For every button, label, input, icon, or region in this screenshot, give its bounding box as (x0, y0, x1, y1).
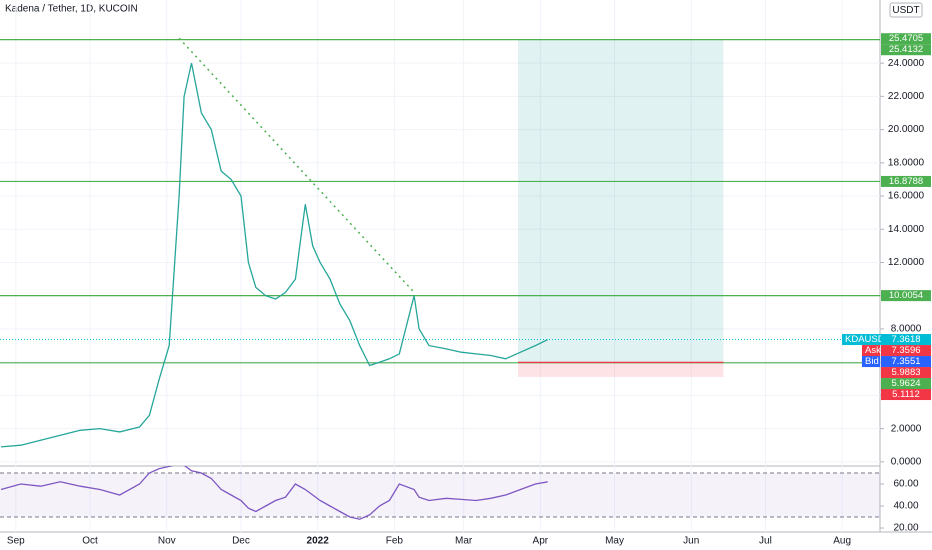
price-badge-label: 7.3618 (891, 334, 920, 345)
price-badge (881, 345, 931, 357)
price-badge-label: 5.1112 (892, 389, 920, 400)
x-tick-label: Aug (833, 536, 851, 547)
price-badge (881, 367, 931, 379)
rsi-tick-label: 20.00 (893, 523, 918, 534)
series-line (0, 62, 548, 448)
price-badge (881, 389, 931, 401)
badge-name-box (842, 334, 918, 346)
y-tick-label: 14.0000 (888, 224, 925, 235)
x-tick-label: Mar (455, 536, 473, 547)
y-tick-label: 18.0000 (888, 157, 925, 168)
x-tick-label: Jul (759, 536, 772, 547)
price-badge (881, 44, 931, 56)
y-tick-label: 12.0000 (888, 257, 925, 268)
rsi-tick-label: 40.00 (893, 501, 918, 512)
price-badge (881, 356, 931, 368)
series-line (0, 466, 548, 520)
price-badge-label: 5.9883 (891, 367, 920, 378)
price-badge (881, 378, 931, 390)
chart-title: Kadena / Tether, 1D, KUCOIN (5, 4, 138, 15)
x-tick-label: Sep (7, 536, 25, 547)
badge-name: KDAUSDT (845, 334, 891, 345)
x-tick-label: Dec (232, 536, 250, 547)
stop-zone (518, 362, 724, 377)
rsi-band (0, 473, 880, 518)
price-badge-label: 7.3551 (891, 356, 920, 367)
price-badge-label: 7.3596 (891, 345, 920, 356)
x-tick-label: 2022 (307, 536, 330, 547)
price-badge (881, 175, 931, 187)
currency-label[interactable]: USDT (892, 5, 919, 16)
badge-name: Bid (865, 356, 879, 367)
target-zone (518, 39, 724, 363)
price-badge (881, 33, 931, 45)
badge-name-box (862, 356, 880, 368)
price-badge-label: 5.9624 (891, 378, 920, 389)
y-tick-label: 20.0000 (888, 124, 925, 135)
price-badge-label: 25.4132 (889, 44, 923, 55)
x-tick-label: Oct (82, 536, 98, 547)
badge-name: Ask (865, 345, 881, 356)
x-tick-label: Nov (158, 536, 176, 547)
badge-name-box (862, 345, 880, 357)
x-tick-label: Jun (683, 536, 699, 547)
x-tick-label: May (605, 536, 624, 547)
y-tick-label: 22.0000 (888, 91, 925, 102)
y-tick-label: 2.0000 (891, 423, 922, 434)
price-badge (881, 334, 931, 346)
y-tick-label: 24.0000 (888, 58, 925, 69)
y-tick-label: 8.0000 (891, 324, 922, 335)
trendline (178, 37, 415, 293)
price-badge-label: 16.8788 (889, 176, 923, 187)
currency-box[interactable] (889, 2, 923, 18)
y-tick-label: 0.0000 (891, 456, 922, 467)
rsi-tick-label: 60.00 (893, 479, 918, 490)
y-tick-label: 16.0000 (888, 191, 925, 202)
x-tick-label: Apr (533, 536, 549, 547)
price-badge-label: 10.0054 (889, 290, 923, 301)
price-badge-label: 25.4705 (889, 33, 923, 44)
x-tick-label: Feb (386, 536, 404, 547)
price-badge (881, 290, 931, 302)
